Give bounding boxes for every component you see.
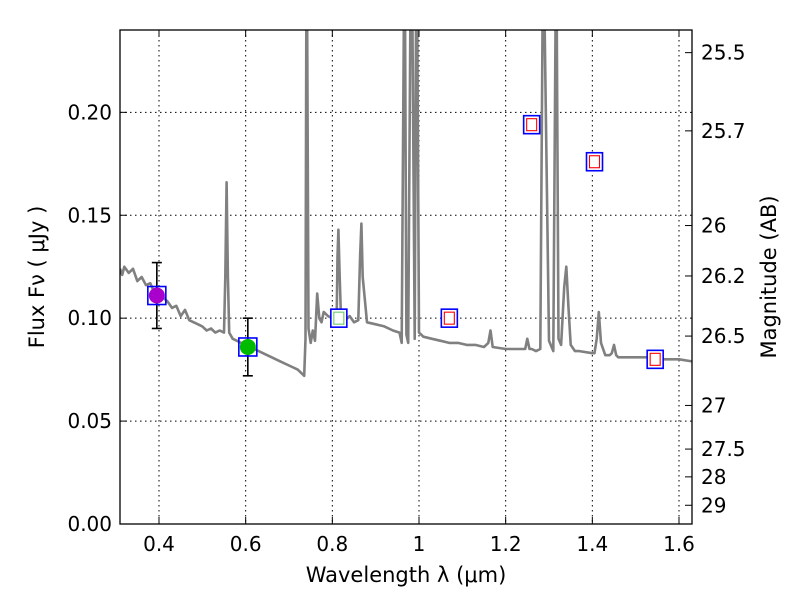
x-tick-label: 0.6 [230, 532, 262, 556]
x-tick-label: 1.4 [576, 532, 608, 556]
x-tick-label: 1.6 [663, 532, 695, 556]
model-square-inner [333, 311, 345, 325]
y-axis-title: Flux Fν ( μJy ) [25, 206, 49, 349]
x-tick-label: 0.4 [143, 532, 175, 556]
model-square [522, 114, 541, 135]
y-tick-label: 0.15 [67, 203, 112, 227]
mag-tick-label: 26.5 [701, 324, 746, 348]
model-square [585, 151, 604, 172]
y2-axis-title: Magnitude (AB) [757, 195, 781, 358]
x-tick-label: 0.8 [316, 532, 348, 556]
model-square-inner [649, 352, 661, 366]
y-tick-label: 0.00 [67, 512, 112, 536]
points-layer [147, 114, 664, 377]
y-tick-label: 0.20 [67, 100, 112, 124]
y-tick-label: 0.10 [67, 306, 112, 330]
spectrum-line [120, 30, 692, 378]
x-tick-label: 1.2 [490, 532, 522, 556]
mag-tick-label: 26 [701, 214, 726, 238]
mag-tick-label: 25.7 [701, 119, 746, 143]
model-square-inner [588, 155, 601, 169]
mag-tick-label: 27.5 [701, 437, 746, 461]
ticks [120, 30, 692, 525]
tick-labels: 0.4 0.6 0.8 1 1.2 1.4 1.6 0.00 0.05 0.10 0.15 0.20 2… [67, 41, 745, 556]
mag-tick-label: 25.5 [701, 41, 746, 65]
mag-tick-label: 26.2 [701, 264, 746, 288]
mag-tick-label: 28 [701, 465, 726, 489]
photometry-square [147, 285, 167, 306]
plot-frame [119, 29, 693, 525]
mag-tick-label: 27 [701, 393, 726, 417]
model-square-inner [443, 311, 455, 325]
y-tick-label: 0.05 [67, 409, 112, 433]
mag-tick-label: 29 [701, 493, 726, 517]
model-square [646, 349, 664, 370]
model-square [330, 308, 348, 328]
spectrum-layer [120, 30, 692, 378]
photometry-point [148, 287, 165, 304]
photometry-point [239, 338, 256, 355]
x-tick-label: 1 [413, 532, 426, 556]
x-axis-title: Wavelength λ (μm) [306, 563, 507, 587]
photometry-square [238, 337, 258, 357]
model-square-inner [526, 118, 538, 132]
model-square [440, 308, 459, 328]
